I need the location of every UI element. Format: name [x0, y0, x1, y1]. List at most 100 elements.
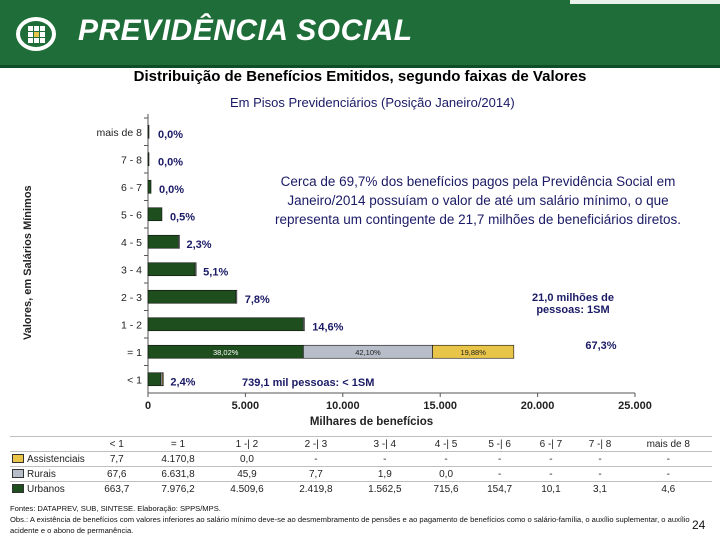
table-row: Rurais 67,6 6.631,8 45,9 7,7 1,9 0,0- - - - — [10, 466, 712, 482]
y-tick-label: 4 - 5 — [121, 237, 142, 249]
legend-swatch — [12, 484, 24, 494]
legend-label: Rurais — [27, 468, 56, 480]
plot-area — [119, 113, 697, 405]
table-row-header: Assistenciais — [10, 451, 90, 467]
annotation-eq1-people: 21,0 milhões de pessoas: 1SM — [532, 292, 614, 316]
table-column-header: = 1 — [143, 436, 213, 452]
table-cell: - — [281, 451, 351, 467]
table-cell: - — [575, 451, 625, 467]
segment-pct-label: 42,10% — [355, 348, 381, 357]
table-cell: 45,9 — [212, 466, 282, 482]
table-row: Urbanos 663,7 7.976,2 4.509,6 2.419,8 1.562,5… — [10, 481, 712, 496]
brand-name: PREVIDÊNCIA SOCIAL — [78, 14, 413, 47]
x-tick-label: 0 — [145, 400, 151, 412]
bar-segment-urbanos — [147, 207, 163, 222]
bar-segment-rurais — [194, 262, 197, 277]
table-cell: 4,6 — [624, 481, 712, 496]
legend-swatch — [12, 454, 24, 464]
y-tick-label: 5 - 6 — [121, 209, 142, 221]
header-top-stripe — [570, 0, 720, 4]
table-cell: 715,6 — [419, 481, 473, 496]
bar-segment-rurais — [235, 289, 238, 304]
y-tick-label: mais de 8 — [96, 127, 142, 139]
bar-segment-rurais — [178, 234, 180, 249]
table-cell: - — [419, 451, 473, 467]
table-column-header: 7 -| 8 — [575, 436, 625, 452]
x-tick-label: 25.000 — [618, 400, 652, 412]
bar-segment-urbanos — [147, 262, 196, 277]
table-cell: - — [624, 466, 712, 482]
table-cell: - — [526, 451, 576, 467]
bar-segment-urbanos — [147, 234, 179, 249]
bar-value-label: 7,8% — [245, 294, 270, 306]
table-cell: 3,1 — [575, 481, 625, 496]
table-cell: 67,6 — [90, 466, 144, 482]
y-tick-label: 6 - 7 — [121, 182, 142, 194]
annotation-eq1-pct: 67,3% — [585, 340, 617, 352]
x-axis-label: Milhares de benefícios — [310, 416, 433, 428]
table-cell: 1,9 — [350, 466, 420, 482]
y-tick-label: 7 - 8 — [121, 154, 142, 166]
table-column-header: 3 -| 4 — [350, 436, 420, 452]
table-cell: 4.509,6 — [212, 481, 282, 496]
bar-segment-assistenciais — [432, 344, 515, 359]
summary-note: Cerca de 69,7% dos benefícios pagos pela… — [275, 174, 681, 227]
table-cell: - — [350, 451, 420, 467]
bar-value-label: 0,0% — [158, 156, 183, 168]
table-cell: 0,0 — [419, 466, 473, 482]
table-row-header: Rurais — [10, 466, 90, 482]
table-cell: - — [624, 451, 712, 467]
table-column-header: mais de 8 — [624, 436, 712, 452]
y-tick-label: 3 - 4 — [121, 264, 142, 276]
header-bar: PREVIDÊNCIA SOCIAL — [0, 0, 720, 68]
x-tick-label: 5.000 — [232, 400, 260, 412]
table-cell: - — [472, 451, 527, 467]
legend-label: Assistenciais — [27, 453, 85, 465]
table-cell: 4.170,8 — [143, 451, 213, 467]
bar-value-label: 2,4% — [170, 376, 195, 388]
table-cell: - — [575, 466, 625, 482]
table-row: Assistenciais 7,7 4.170,8 0,0- - - - - - - — [10, 451, 712, 467]
legend-swatch — [12, 469, 24, 479]
bar-value-label: 0,0% — [158, 129, 183, 141]
footer-notes: Fontes: DATAPREV, SUB, SINTESE. Elaboraç… — [10, 503, 695, 536]
table-cell: 154,7 — [472, 481, 527, 496]
bar-value-label: 14,6% — [312, 321, 343, 333]
table-cell: 7,7 — [281, 466, 351, 482]
table-cell: 663,7 — [90, 481, 144, 496]
header-divider — [0, 65, 720, 68]
page-number: 24 — [692, 518, 706, 532]
table-column-header: 6 -| 7 — [526, 436, 576, 452]
bar-value-label: 0,5% — [170, 211, 195, 223]
bar-segment-urbanos — [147, 289, 237, 304]
y-tick-label: 2 - 3 — [121, 292, 142, 304]
bar-value-label: 2,3% — [186, 239, 211, 251]
table-cell: 2.419,8 — [281, 481, 351, 496]
bar-segment-rurais — [303, 317, 305, 332]
bar-value-label: 0,0% — [159, 184, 184, 196]
table-column-header: 4 -| 5 — [419, 436, 473, 452]
footer-sources: Fontes: DATAPREV, SUB, SINTESE. Elaboraç… — [10, 504, 221, 513]
table-cell: - — [526, 466, 576, 482]
bar-segment-assistenciais — [161, 372, 164, 387]
footer-obs: Obs.: A existência de benefícios com val… — [10, 515, 690, 535]
bar-segment-urbanos — [147, 152, 150, 167]
table-cell: 7,7 — [90, 451, 144, 467]
table-corner — [10, 436, 90, 452]
table-row-header: Urbanos — [10, 481, 90, 496]
legend-label: Urbanos — [27, 483, 65, 495]
chart-subtitle: Em Pisos Previdenciários (Posição Janeir… — [230, 95, 515, 110]
table-cell: 6.631,8 — [143, 466, 213, 482]
table-column-header: < 1 — [90, 436, 144, 452]
table-cell: 0,0 — [212, 451, 282, 467]
bar-segment-urbanos — [147, 317, 304, 332]
bar-segment-urbanos — [147, 372, 162, 387]
table-cell: 1.562,5 — [350, 481, 420, 496]
annotation-lt1-people: 739,1 mil pessoas: < 1SM — [242, 377, 375, 389]
x-tick-label: 10.000 — [326, 400, 360, 412]
y-tick-label: 1 - 2 — [121, 319, 142, 331]
table-column-header: 2 -| 3 — [281, 436, 351, 452]
